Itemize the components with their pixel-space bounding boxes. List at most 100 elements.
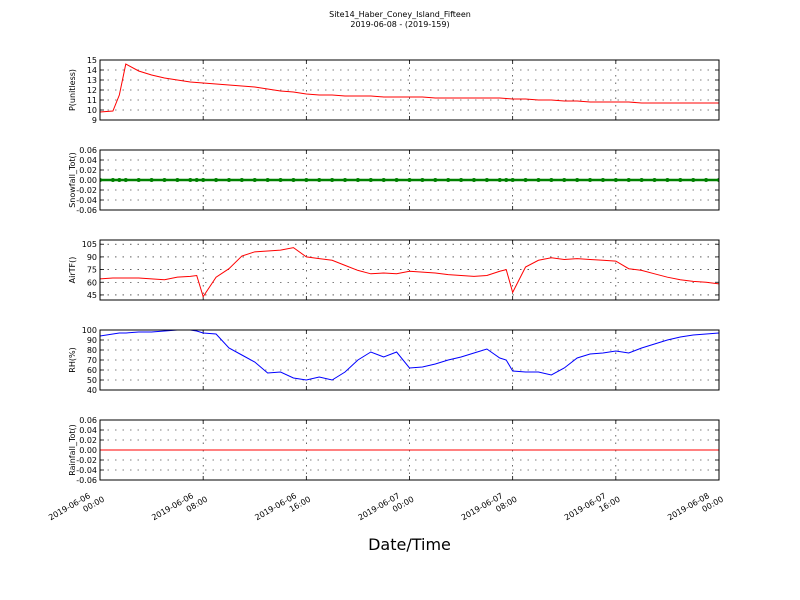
y-tick-label: -0.06	[76, 476, 97, 485]
data-point	[600, 178, 605, 182]
data-point	[588, 178, 593, 182]
y-tick-label: -0.06	[76, 206, 97, 215]
data-point	[136, 178, 141, 182]
data-point	[626, 178, 631, 182]
y-axis-label: Rainfall_Tot()	[68, 424, 77, 476]
y-axis-label: Snowfall_Tot()	[68, 152, 77, 208]
axes-frame	[99, 239, 720, 301]
data-point	[575, 178, 580, 182]
x-axis-label: Date/Time	[368, 535, 451, 554]
data-point	[678, 178, 683, 182]
data-point	[536, 178, 541, 182]
data-point	[175, 178, 180, 182]
y-tick-label: 11	[87, 96, 97, 105]
data-point	[162, 178, 167, 182]
y-tick-label: 0.06	[79, 146, 97, 155]
data-point	[691, 178, 696, 182]
figure-subtitle: 2019-06-08 - (2019-159)	[350, 20, 449, 29]
data-point	[510, 178, 515, 182]
data-point	[117, 178, 122, 182]
data-point	[407, 178, 412, 182]
y-tick-label: 0.04	[79, 156, 97, 165]
data-line	[100, 63, 719, 113]
y-tick-label: -0.02	[76, 456, 97, 465]
data-point	[355, 178, 360, 182]
series	[100, 178, 719, 182]
data-point	[459, 178, 464, 182]
data-point	[123, 178, 128, 182]
y-axis-label: RH(%)	[68, 347, 77, 372]
data-point	[149, 178, 154, 182]
y-tick-label: 50	[87, 376, 97, 385]
y-tick-label: 75	[87, 266, 97, 275]
data-point	[317, 178, 322, 182]
y-tick-label: 45	[87, 291, 97, 300]
y-tick-label: 80	[87, 346, 97, 355]
data-point	[562, 178, 567, 182]
axes-frame	[99, 59, 720, 121]
axes-frame	[99, 149, 720, 211]
y-tick-label: 105	[82, 240, 97, 249]
y-tick-label: 0.02	[79, 436, 97, 445]
data-point	[381, 178, 386, 182]
data-point	[433, 178, 438, 182]
y-tick-label: -0.04	[76, 196, 97, 205]
data-point	[239, 178, 244, 182]
data-point	[471, 178, 476, 182]
data-point	[446, 178, 451, 182]
data-point	[226, 178, 231, 182]
data-point	[194, 178, 199, 182]
data-point	[652, 178, 657, 182]
data-point	[304, 178, 309, 182]
data-line	[100, 247, 719, 298]
data-point	[278, 178, 283, 182]
data-point	[188, 178, 193, 182]
y-tick-label: 0.02	[79, 166, 97, 175]
y-tick-label: 0.00	[79, 176, 97, 185]
y-tick-label: 100	[82, 326, 97, 335]
y-tick-label: 60	[87, 366, 97, 375]
data-point	[420, 178, 425, 182]
axes-frame	[99, 329, 720, 391]
data-point	[523, 178, 528, 182]
y-tick-label: 0.04	[79, 426, 97, 435]
data-point	[639, 178, 644, 182]
data-point	[265, 178, 270, 182]
y-tick-label: -0.04	[76, 466, 97, 475]
y-tick-label: 15	[87, 56, 97, 65]
y-tick-label: -0.02	[76, 186, 97, 195]
data-point	[704, 178, 709, 182]
data-point	[549, 178, 554, 182]
y-tick-label: 13	[87, 76, 97, 85]
data-point	[497, 178, 502, 182]
y-tick-label: 9	[92, 116, 97, 125]
y-axis-label: P(unitless)	[68, 69, 77, 111]
y-tick-label: 10	[87, 106, 97, 115]
data-point	[330, 178, 335, 182]
panel: -0.06-0.04-0.020.000.020.040.06Snowfall_…	[68, 146, 720, 215]
data-point	[504, 178, 509, 182]
y-tick-label: 0.06	[79, 416, 97, 425]
data-point	[252, 178, 257, 182]
data-point	[343, 178, 348, 182]
data-point	[201, 178, 206, 182]
data-point	[394, 178, 399, 182]
y-tick-label: 40	[87, 386, 97, 395]
data-point	[291, 178, 296, 182]
figure-title: Site14_Haber_Coney_Island_Fifteen	[329, 10, 471, 19]
y-tick-label: 0.00	[79, 446, 97, 455]
series	[100, 63, 719, 113]
y-tick-label: 90	[87, 253, 97, 262]
data-point	[110, 178, 115, 182]
y-tick-label: 12	[87, 86, 97, 95]
data-point	[665, 178, 670, 182]
data-point	[368, 178, 373, 182]
y-tick-label: 70	[87, 356, 97, 365]
panel: 45 60 75 90 105 AirTF()	[68, 239, 720, 301]
y-axis-label: AirTF()	[68, 257, 77, 284]
data-point	[484, 178, 489, 182]
axes-frame	[99, 419, 720, 481]
